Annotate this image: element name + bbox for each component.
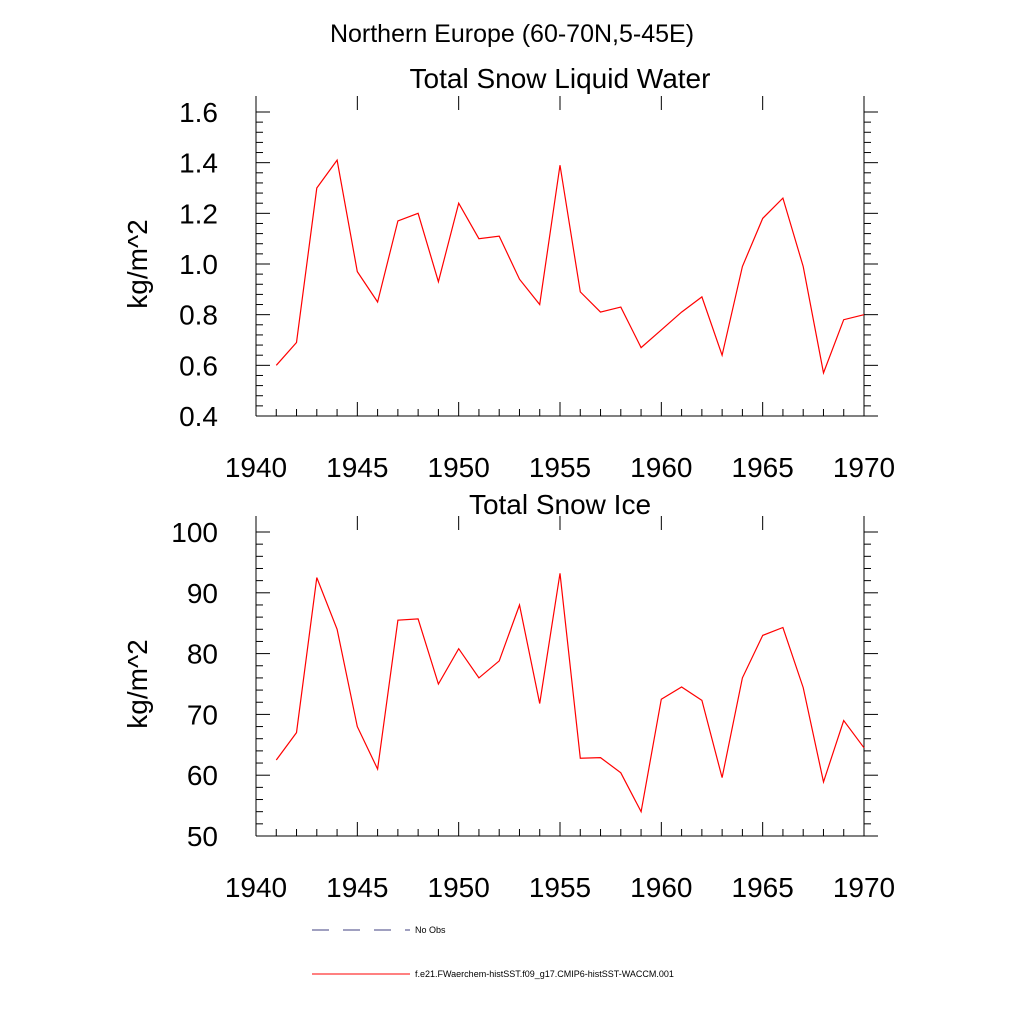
x-tick-label: 1950 [428, 872, 490, 903]
x-tick-label: 1945 [326, 452, 388, 483]
x-tick-label: 1950 [428, 452, 490, 483]
y-tick-label: 80 [187, 639, 218, 670]
y-tick-label: 0.4 [179, 401, 218, 432]
y-tick-label: 1.4 [179, 148, 218, 179]
chart-panel-1: Total Snow Liquid Water kg/m^2 1940 1945 195… [122, 63, 895, 483]
y-tick-label: 60 [187, 760, 218, 791]
y-tick-label: 1.0 [179, 249, 218, 280]
y-tick-label: 0.8 [179, 300, 218, 331]
series-line-1 [275, 573, 865, 814]
y-tick-label: 1.6 [179, 97, 218, 128]
chart-panels: Total Snow Liquid Water kg/m^2 1940 1945 195… [122, 63, 895, 903]
y-tick-label: 90 [187, 578, 218, 609]
figure-title: Northern Europe (60-70N,5-45E) [330, 20, 694, 48]
x-tick-label: 1970 [833, 452, 895, 483]
x-tick-label: 1940 [225, 452, 287, 483]
x-tick-label: 1960 [630, 452, 692, 483]
legend-label-2: f.e21.FWaerchem-histSST.f09_g17.CMIP6-hi… [415, 969, 674, 979]
x-tick-label: 1965 [732, 452, 794, 483]
x-tick-label: 1970 [833, 872, 895, 903]
y-tick-label: 70 [187, 699, 218, 730]
y-tick-label: 100 [171, 517, 218, 548]
x-tick-label: 1940 [225, 872, 287, 903]
legend: No Obs f.e21.FWaerchem-histSST.f09_g17.CM… [312, 925, 674, 979]
chart-title: Total Snow Ice [469, 489, 651, 520]
legend-label-1: No Obs [415, 925, 446, 935]
y-axis-label: kg/m^2 [122, 639, 153, 728]
y-tick-label: 50 [187, 821, 218, 852]
y-tick-label: 0.6 [179, 350, 218, 381]
series-line-1 [275, 158, 865, 376]
chart-title: Total Snow Liquid Water [410, 63, 711, 94]
x-tick-label: 1945 [326, 872, 388, 903]
x-tick-label: 1960 [630, 872, 692, 903]
x-tick-label: 1955 [529, 872, 591, 903]
chart-panel-2: Total Snow Ice kg/m^2 1940 1945 1950 1955 1960… [122, 489, 895, 903]
y-tick-label: 1.2 [179, 198, 218, 229]
x-tick-label: 1965 [732, 872, 794, 903]
y-axis-label: kg/m^2 [122, 219, 153, 308]
x-tick-label: 1955 [529, 452, 591, 483]
